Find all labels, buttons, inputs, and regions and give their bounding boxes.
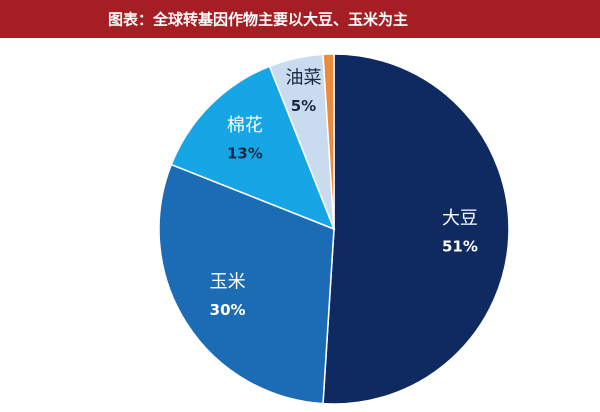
value-label: 5% (291, 97, 316, 115)
value-label: 30% (210, 301, 246, 319)
pie-slice (322, 53, 335, 230)
slice-label: 大豆 (442, 208, 478, 229)
pie-slice (170, 65, 336, 231)
title-bar (0, 0, 600, 38)
slice-label: 油菜 (285, 67, 321, 88)
value-label: 13% (227, 144, 263, 162)
chart-title: 图表：全球转基因作物主要以大豆、玉米为主 (108, 11, 408, 29)
slice-label: 玉米 (210, 272, 246, 293)
value-label: 51% (442, 237, 478, 255)
slice-label: 棉花 (227, 115, 263, 136)
pie-slice (158, 163, 335, 405)
pie-slice (322, 53, 510, 405)
